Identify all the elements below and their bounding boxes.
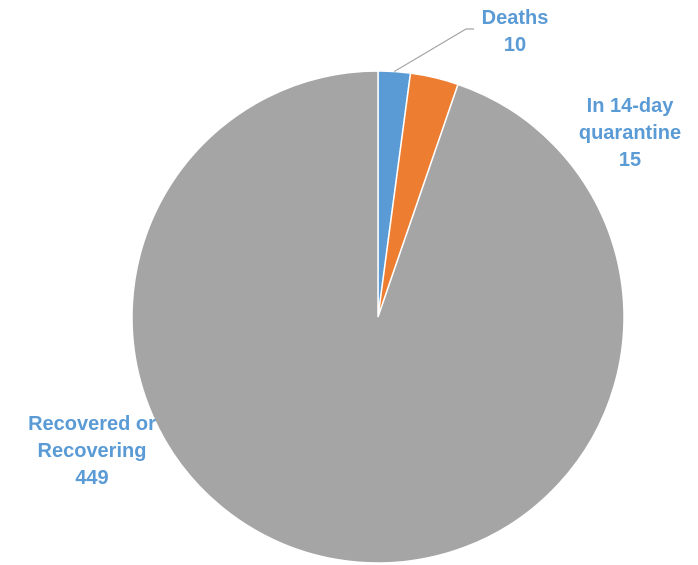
label-text-line: In 14-day	[587, 95, 675, 117]
label-text-line: Deaths	[482, 7, 549, 29]
leader-line-deaths	[393, 28, 474, 73]
data-label-deaths: Deaths 10	[482, 7, 549, 56]
label-text-line: Recovered or	[28, 413, 156, 435]
pie-slice-recovered-or-recovering	[131, 70, 625, 564]
leader-lines	[393, 28, 474, 73]
data-labels: Deaths 10 In 14-day quarantine 15 Recovered o…	[28, 7, 681, 489]
label-value: 15	[619, 149, 641, 171]
data-label-recovered-or-recovering: Recovered or Recovering 449	[28, 413, 156, 489]
label-value: 10	[504, 34, 526, 56]
label-text-line: quarantine	[579, 122, 681, 144]
data-label-in-14-day-quarantine: In 14-day quarantine 15	[579, 95, 681, 171]
pie-slices	[131, 70, 625, 564]
label-value: 449	[75, 467, 108, 489]
label-text-line: Recovering	[38, 440, 147, 462]
